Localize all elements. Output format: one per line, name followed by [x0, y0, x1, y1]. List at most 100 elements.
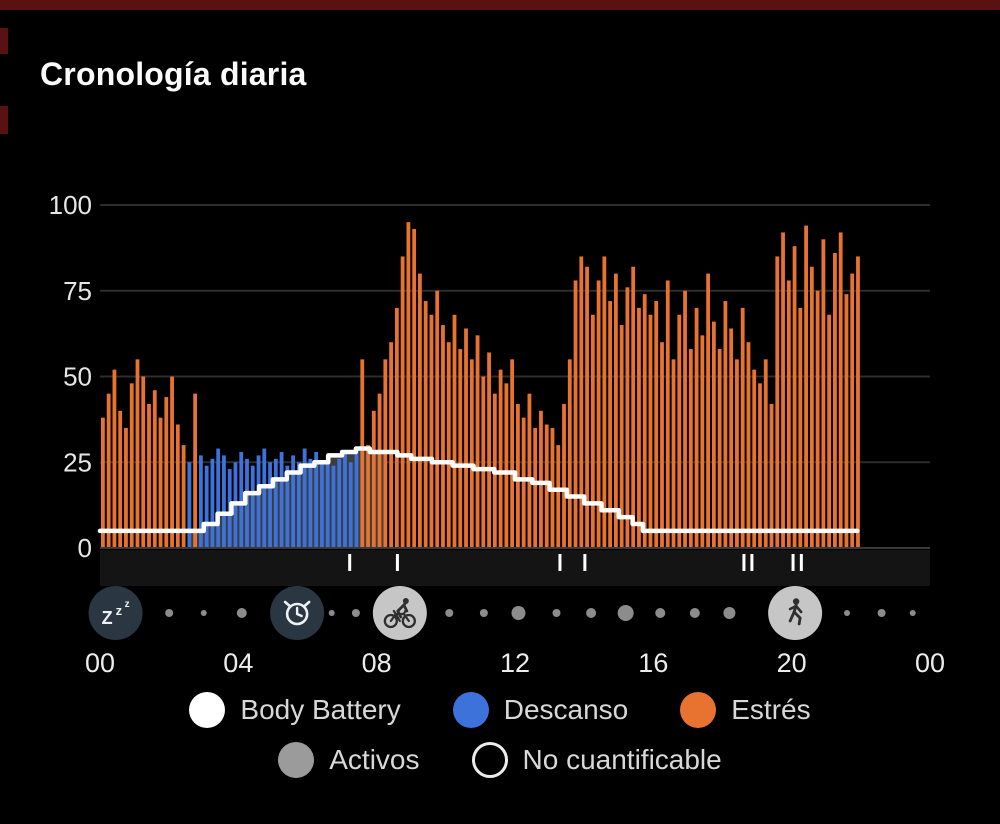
rest-bar [314, 451, 319, 548]
stress-bar [717, 349, 722, 548]
x-axis-label: 00 [85, 648, 115, 678]
legend-item-descanso: Descanso [452, 692, 628, 728]
rest-bar [268, 462, 272, 548]
stress-bar [129, 383, 134, 548]
rest-bar [296, 462, 301, 548]
rest-bar [354, 448, 359, 548]
event-marker [395, 554, 399, 571]
stress-bar [850, 273, 855, 548]
left-edge-accent-2 [0, 106, 8, 134]
stress-bar [694, 307, 699, 548]
stress-bar [469, 359, 474, 548]
legend-label-activos: Activos [329, 744, 420, 775]
timeline-dot [328, 610, 335, 616]
stress-bar [573, 280, 578, 548]
stress-bar [435, 290, 440, 548]
stress-bar [452, 314, 457, 548]
stress-bar [158, 417, 163, 548]
stress-bar [446, 342, 451, 548]
legend-item-estres: Estrés [680, 692, 811, 728]
zzz-glyph: z [125, 599, 130, 610]
stress-bar [504, 383, 509, 548]
stress-bar [567, 359, 572, 548]
stress-bar [654, 301, 659, 548]
descanso-swatch [452, 692, 489, 728]
stress-bar [729, 328, 734, 548]
stress-bar [175, 424, 180, 548]
stress-bar [106, 393, 111, 548]
sleep-icon-bg [88, 586, 143, 640]
stress-bar [510, 359, 515, 548]
x-axis-label: 08 [362, 648, 392, 678]
stress-bar [389, 342, 393, 548]
daily-timeline-chart[interactable]: 0 25 50 75 100 Z z z 00 04 08 12 16 20 00 [0, 0, 1000, 700]
y-axis-label: 100 [49, 190, 92, 220]
stress-bar [147, 403, 151, 548]
legend-item-activos: Activos [278, 742, 420, 778]
timeline-dot [909, 610, 916, 616]
event-marker [791, 554, 795, 571]
clock-hands [295, 606, 303, 618]
stress-bar [815, 290, 820, 548]
clock-face [285, 602, 309, 626]
stress-bar [688, 349, 693, 548]
stress-bar [809, 266, 814, 548]
rest-bar [216, 448, 221, 548]
stress-bar [631, 266, 636, 548]
rest-bar [273, 458, 278, 548]
timeline-dot [511, 606, 526, 620]
stress-bar [613, 273, 618, 548]
timeline-dot [165, 609, 174, 617]
body-battery-line [97, 446, 860, 534]
stress-bar [193, 393, 198, 548]
timeline-dot [200, 610, 207, 616]
stress-bar [118, 410, 123, 548]
stress-bar [377, 393, 382, 548]
cycling-icon[interactable] [372, 586, 427, 640]
walker-head [792, 598, 800, 605]
stress-bar [665, 280, 670, 548]
stress-bar [775, 256, 780, 548]
event-marker [583, 554, 587, 571]
stress-bar [804, 225, 808, 548]
rest-bar [302, 448, 307, 548]
activos-swatch [278, 742, 315, 778]
stress-bar [562, 403, 566, 548]
stress-bar [141, 376, 146, 548]
stress-bar [412, 229, 417, 548]
stress-bar [763, 359, 768, 548]
rider-head [402, 598, 409, 604]
event-marker [750, 554, 754, 571]
stress-bar [400, 256, 405, 548]
rest-bar [250, 465, 255, 548]
alarm-icon[interactable] [270, 586, 325, 640]
rest-bar [222, 455, 226, 548]
stress-bar [723, 301, 728, 548]
body-battery-swatch [189, 692, 226, 728]
page-title: Cronología diaria [40, 56, 307, 92]
stress-bar [740, 307, 745, 548]
y-axis-label: 0 [78, 533, 92, 563]
stress-bar [464, 328, 468, 548]
rest-bar [320, 462, 324, 548]
stress-bar [746, 342, 751, 548]
stress-bar [700, 335, 705, 548]
walking-icon[interactable] [768, 586, 823, 640]
stress-bar [406, 222, 411, 548]
stress-bar [579, 256, 584, 548]
timeline-dot [351, 609, 360, 617]
timeline-dot [445, 609, 454, 617]
top-edge-accent [0, 0, 1000, 10]
stress-bar [590, 314, 595, 548]
no-cuantificable-swatch [471, 742, 508, 778]
rest-bar [198, 455, 203, 548]
stress-bar [181, 445, 186, 548]
stress-bar [360, 359, 365, 548]
stress-bar [602, 256, 607, 548]
bike-wheel [383, 613, 398, 629]
stress-bar [856, 256, 860, 548]
stress-bar [677, 314, 682, 548]
stress-bar [527, 393, 532, 548]
stress-bar [487, 352, 491, 548]
